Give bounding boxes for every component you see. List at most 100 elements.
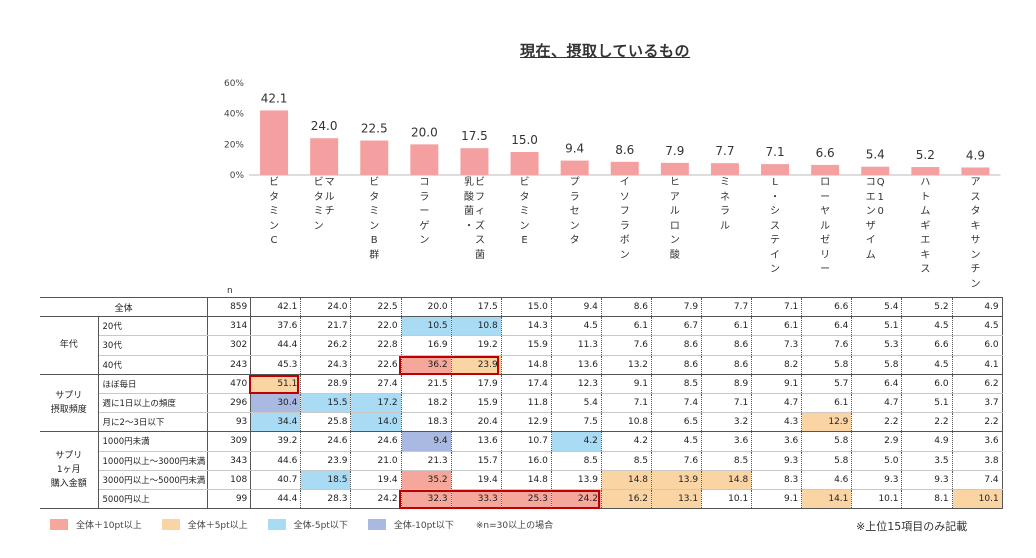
- row-label: ほぼ毎日: [98, 374, 209, 394]
- table-cell: 5.8: [801, 431, 853, 452]
- row-label: 30代: [98, 335, 209, 356]
- footnote: ※上位15項目のみ記載: [856, 520, 968, 533]
- table-cell: 13.1: [651, 489, 703, 510]
- table-row: 5000円以上 99 44.4 28.3 24.2 32.3 33.3 25.3 24.2 16.…: [40, 489, 1003, 510]
- table-cell: 18.5: [300, 470, 352, 490]
- table-cell: 26.2: [300, 335, 352, 356]
- row-label: 40代: [98, 355, 209, 375]
- y-tick-label: 0%: [230, 171, 245, 181]
- row-label: 全体: [40, 296, 209, 318]
- table-cell: 6.5: [651, 412, 703, 433]
- table-cell: 4.9: [901, 431, 953, 452]
- table-cell: 32.3: [401, 489, 452, 510]
- table-row: 月に2～3日以下 93 34.4 25.8 14.0 18.3 20.4 12.9 7.5 10.…: [40, 412, 1003, 433]
- row-n: 314: [207, 316, 252, 337]
- table-row: 週に1日以上の頻度 296 30.4 15.5 17.2 18.2 15.9 11.8 5.4 7…: [40, 393, 1003, 414]
- bar-value-label: 7.1: [766, 145, 785, 159]
- table-cell: 14.8: [501, 355, 552, 375]
- y-tick-label: 20%: [224, 140, 244, 150]
- table-cell: 24.6: [300, 431, 352, 452]
- table-cell: 6.1: [801, 393, 853, 414]
- table-cell: 22.5: [350, 296, 402, 318]
- legend-label: 全体-10pt以下: [393, 521, 454, 531]
- table-cell: 12.9: [801, 412, 853, 433]
- table-cell: 45.3: [250, 355, 302, 375]
- table-cell: 4.2: [551, 431, 602, 452]
- table-cell: 27.4: [350, 374, 402, 394]
- bar-value-label: 42.1: [261, 91, 288, 105]
- category-label-column: ハトムギエキス: [920, 177, 931, 275]
- category-label-column: プラセンタ: [569, 177, 580, 246]
- table-cell: 6.7: [651, 316, 703, 337]
- row-group-label: サプリ 摂取頻度: [40, 374, 99, 433]
- table-cell: 7.9: [651, 296, 703, 318]
- table-cell: 21.3: [401, 451, 452, 471]
- bar-value-label: 5.4: [866, 148, 885, 162]
- row-n: 302: [207, 335, 252, 356]
- table-row: 年代 20代 314 37.6 21.7 22.0 10.5 10.8 14.3 4.5 6.1 6.…: [40, 316, 1003, 375]
- row-n: 99: [207, 489, 252, 510]
- table-cell: 10.8: [451, 316, 502, 337]
- table-cell: 5.4: [551, 393, 602, 414]
- table-cell: 24.0: [300, 296, 352, 318]
- legend-swatch: [367, 519, 386, 530]
- table-cell: 7.4: [952, 470, 1003, 490]
- table-cell: 3.6: [751, 431, 803, 452]
- table-cell: 5.3: [851, 335, 903, 356]
- legend-swatch: [161, 519, 180, 530]
- table-cell: 7.6: [801, 335, 853, 356]
- bar-value-label: 9.4: [565, 142, 584, 156]
- row-n: 859: [207, 296, 252, 318]
- table-cell: 9.4: [401, 431, 452, 452]
- table-cell: 3.8: [952, 451, 1003, 471]
- table-cell: 4.5: [551, 316, 602, 337]
- legend-label: 全体-5pt以下: [293, 521, 348, 531]
- table-cell: 9.3: [851, 470, 903, 490]
- table-cell: 5.8: [801, 451, 853, 471]
- table-cell: 14.8: [701, 470, 753, 490]
- table-cell: 7.5: [551, 412, 602, 433]
- bar-value-label: 17.5: [461, 129, 488, 143]
- row-n: 296: [207, 393, 252, 414]
- table-cell: 14.3: [501, 316, 552, 337]
- table-cell: 15.9: [501, 335, 552, 356]
- table-cell: 10.1: [851, 489, 903, 510]
- table-cell: 14.0: [350, 412, 402, 433]
- legend-item: 全体＋10pt以上: [50, 518, 142, 531]
- row-label: 1000円未満: [98, 431, 209, 452]
- table-cell: 8.6: [651, 355, 703, 375]
- table-cell: 34.4: [250, 412, 302, 433]
- table-cell: 4.5: [901, 316, 953, 337]
- table-row: 3000円以上～5000円未満 108 40.7 18.5 19.4 35.2 19.4 14…: [40, 470, 1003, 490]
- table-cell: 7.3: [751, 335, 803, 356]
- table-cell: 9.1: [751, 489, 803, 510]
- chart-title: 現在、摂取しているもの: [520, 42, 691, 60]
- table-cell: 7.6: [601, 335, 653, 356]
- row-group-label: 年代: [40, 316, 99, 375]
- table-cell: 5.1: [851, 316, 903, 337]
- table-cell: 42.1: [250, 296, 302, 318]
- row-n: 470: [207, 374, 252, 394]
- table-cell: 6.0: [952, 335, 1003, 356]
- table-cell: 13.6: [451, 431, 502, 452]
- row-label: 3000円以上～5000円未満: [98, 470, 209, 490]
- table-cell: 6.2: [952, 374, 1003, 394]
- table-cell: 15.5: [300, 393, 352, 414]
- table-cell: 7.6: [651, 451, 703, 471]
- category-label: イソフラボン: [600, 178, 650, 265]
- table-row: サプリ 1ヶ月 購入金額 1000円未満 309 39.2 24.6 24.6 9.4 13.6 1…: [40, 431, 1003, 510]
- table-cell: 18.2: [401, 393, 452, 414]
- table-cell: 8.5: [651, 374, 703, 394]
- table-cell: 19.2: [451, 335, 502, 356]
- table-cell: 13.2: [601, 355, 653, 375]
- bar-value-label: 24.0: [311, 119, 338, 133]
- table-cell: 2.2: [851, 412, 903, 433]
- table-cell: 44.4: [250, 489, 302, 510]
- row-n: 309: [207, 431, 252, 452]
- table-cell: 14.1: [801, 489, 853, 510]
- bar: [961, 167, 990, 175]
- table-cell: 4.7: [751, 393, 803, 414]
- bar: [260, 110, 289, 175]
